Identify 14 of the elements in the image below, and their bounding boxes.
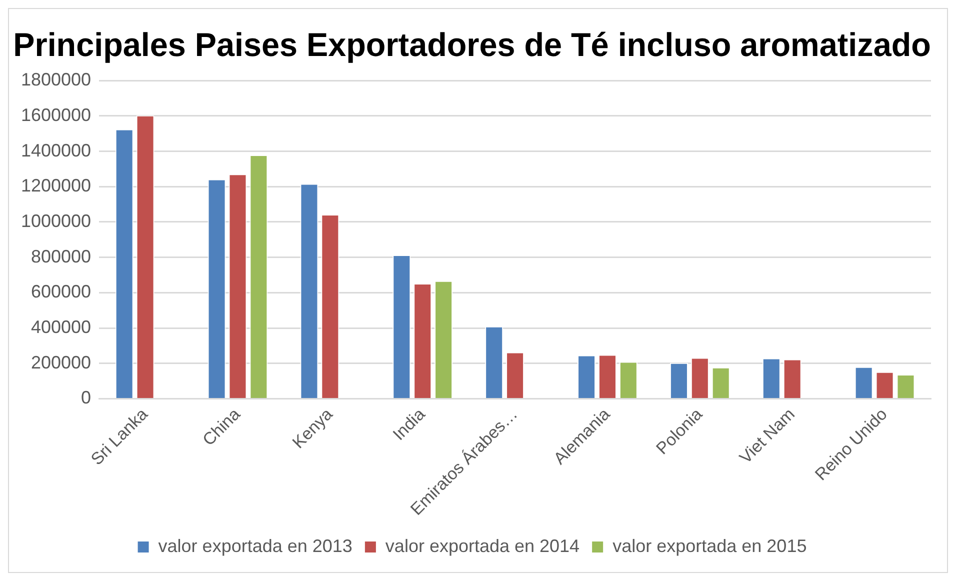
legend-label: valor exportada en 2014 — [385, 536, 580, 556]
y-tick-label: 1200000 — [20, 176, 92, 196]
y-tick-label: 1000000 — [20, 210, 92, 231]
y-tick-label: 1800000 — [20, 70, 92, 90]
y-tick-label: 800000 — [30, 246, 92, 266]
legend-label: valor exportada en 2015 — [612, 536, 807, 556]
chart-title: Principales Paises Exportadores de Té incluso aromatizado — [13, 26, 931, 63]
legend-label: valor exportada en 2013 — [158, 536, 352, 556]
y-tick-label: 1400000 — [20, 140, 92, 160]
y-tick-label: 0 — [81, 388, 92, 408]
y-tick-label: 200000 — [30, 352, 92, 372]
y-tick-label: 1600000 — [20, 104, 92, 125]
y-tick-label: 400000 — [30, 316, 92, 337]
y-tick-label: 600000 — [30, 282, 92, 302]
